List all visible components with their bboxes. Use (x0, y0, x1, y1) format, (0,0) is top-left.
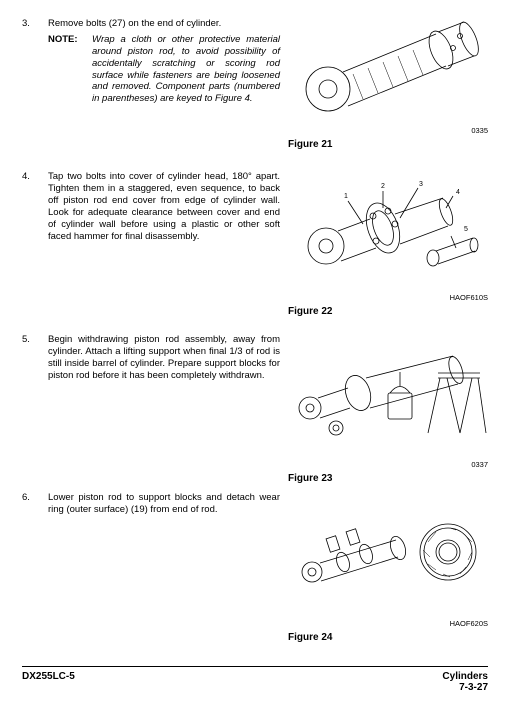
svg-text:2: 2 (381, 183, 385, 190)
svg-text:5: 5 (464, 226, 468, 233)
figure-code: 0335 (288, 126, 488, 135)
step-number: 6. (22, 492, 48, 516)
figure-22-area: 1 2 3 4 5 HAOF610S Figure 22 (288, 176, 488, 317)
note-row: NOTE: Wrap a cloth or other protective m… (48, 34, 280, 105)
figure-22-image: 1 2 3 4 5 (288, 176, 488, 291)
page-footer: DX255LC-5 Cylinders 7-3-27 (22, 666, 488, 693)
figure-23-image (288, 338, 488, 458)
footer-section: Cylinders (442, 671, 488, 682)
svg-text:4: 4 (456, 189, 460, 196)
figure-code: HAOF620S (288, 619, 488, 628)
figure-21-area: 0335 Figure 21 (288, 14, 488, 150)
note-label: NOTE: (48, 34, 92, 105)
figure-24-area: HAOF620S Figure 24 (288, 502, 488, 643)
figure-23-area: 0337 Figure 23 (288, 338, 488, 484)
figure-caption: Figure 23 (288, 473, 488, 484)
step-text: Tap two bolts into cover of cylinder hea… (48, 171, 280, 242)
figure-21-image (288, 14, 488, 124)
figure-caption: Figure 21 (288, 139, 488, 150)
figure-24-image (288, 502, 488, 617)
step-text: Begin withdrawing piston rod assembly, a… (48, 334, 280, 382)
step-body: Remove bolts (27) on the end of cylinder… (48, 18, 280, 105)
note-text: Wrap a cloth or other protective materia… (92, 34, 280, 105)
step-text: Remove bolts (27) on the end of cylinder… (48, 18, 280, 30)
step-number: 4. (22, 171, 48, 242)
footer-page: 7-3-27 (442, 682, 488, 693)
footer-right: Cylinders 7-3-27 (442, 671, 488, 693)
figure-code: HAOF610S (288, 293, 488, 302)
step-number: 5. (22, 334, 48, 382)
step-number: 3. (22, 18, 48, 105)
svg-text:1: 1 (344, 193, 348, 200)
figure-caption: Figure 22 (288, 306, 488, 317)
figure-code: 0337 (288, 460, 488, 469)
figure-caption: Figure 24 (288, 632, 488, 643)
step-text: Lower piston rod to support blocks and d… (48, 492, 280, 516)
footer-left: DX255LC-5 (22, 671, 75, 693)
svg-text:3: 3 (419, 181, 423, 188)
